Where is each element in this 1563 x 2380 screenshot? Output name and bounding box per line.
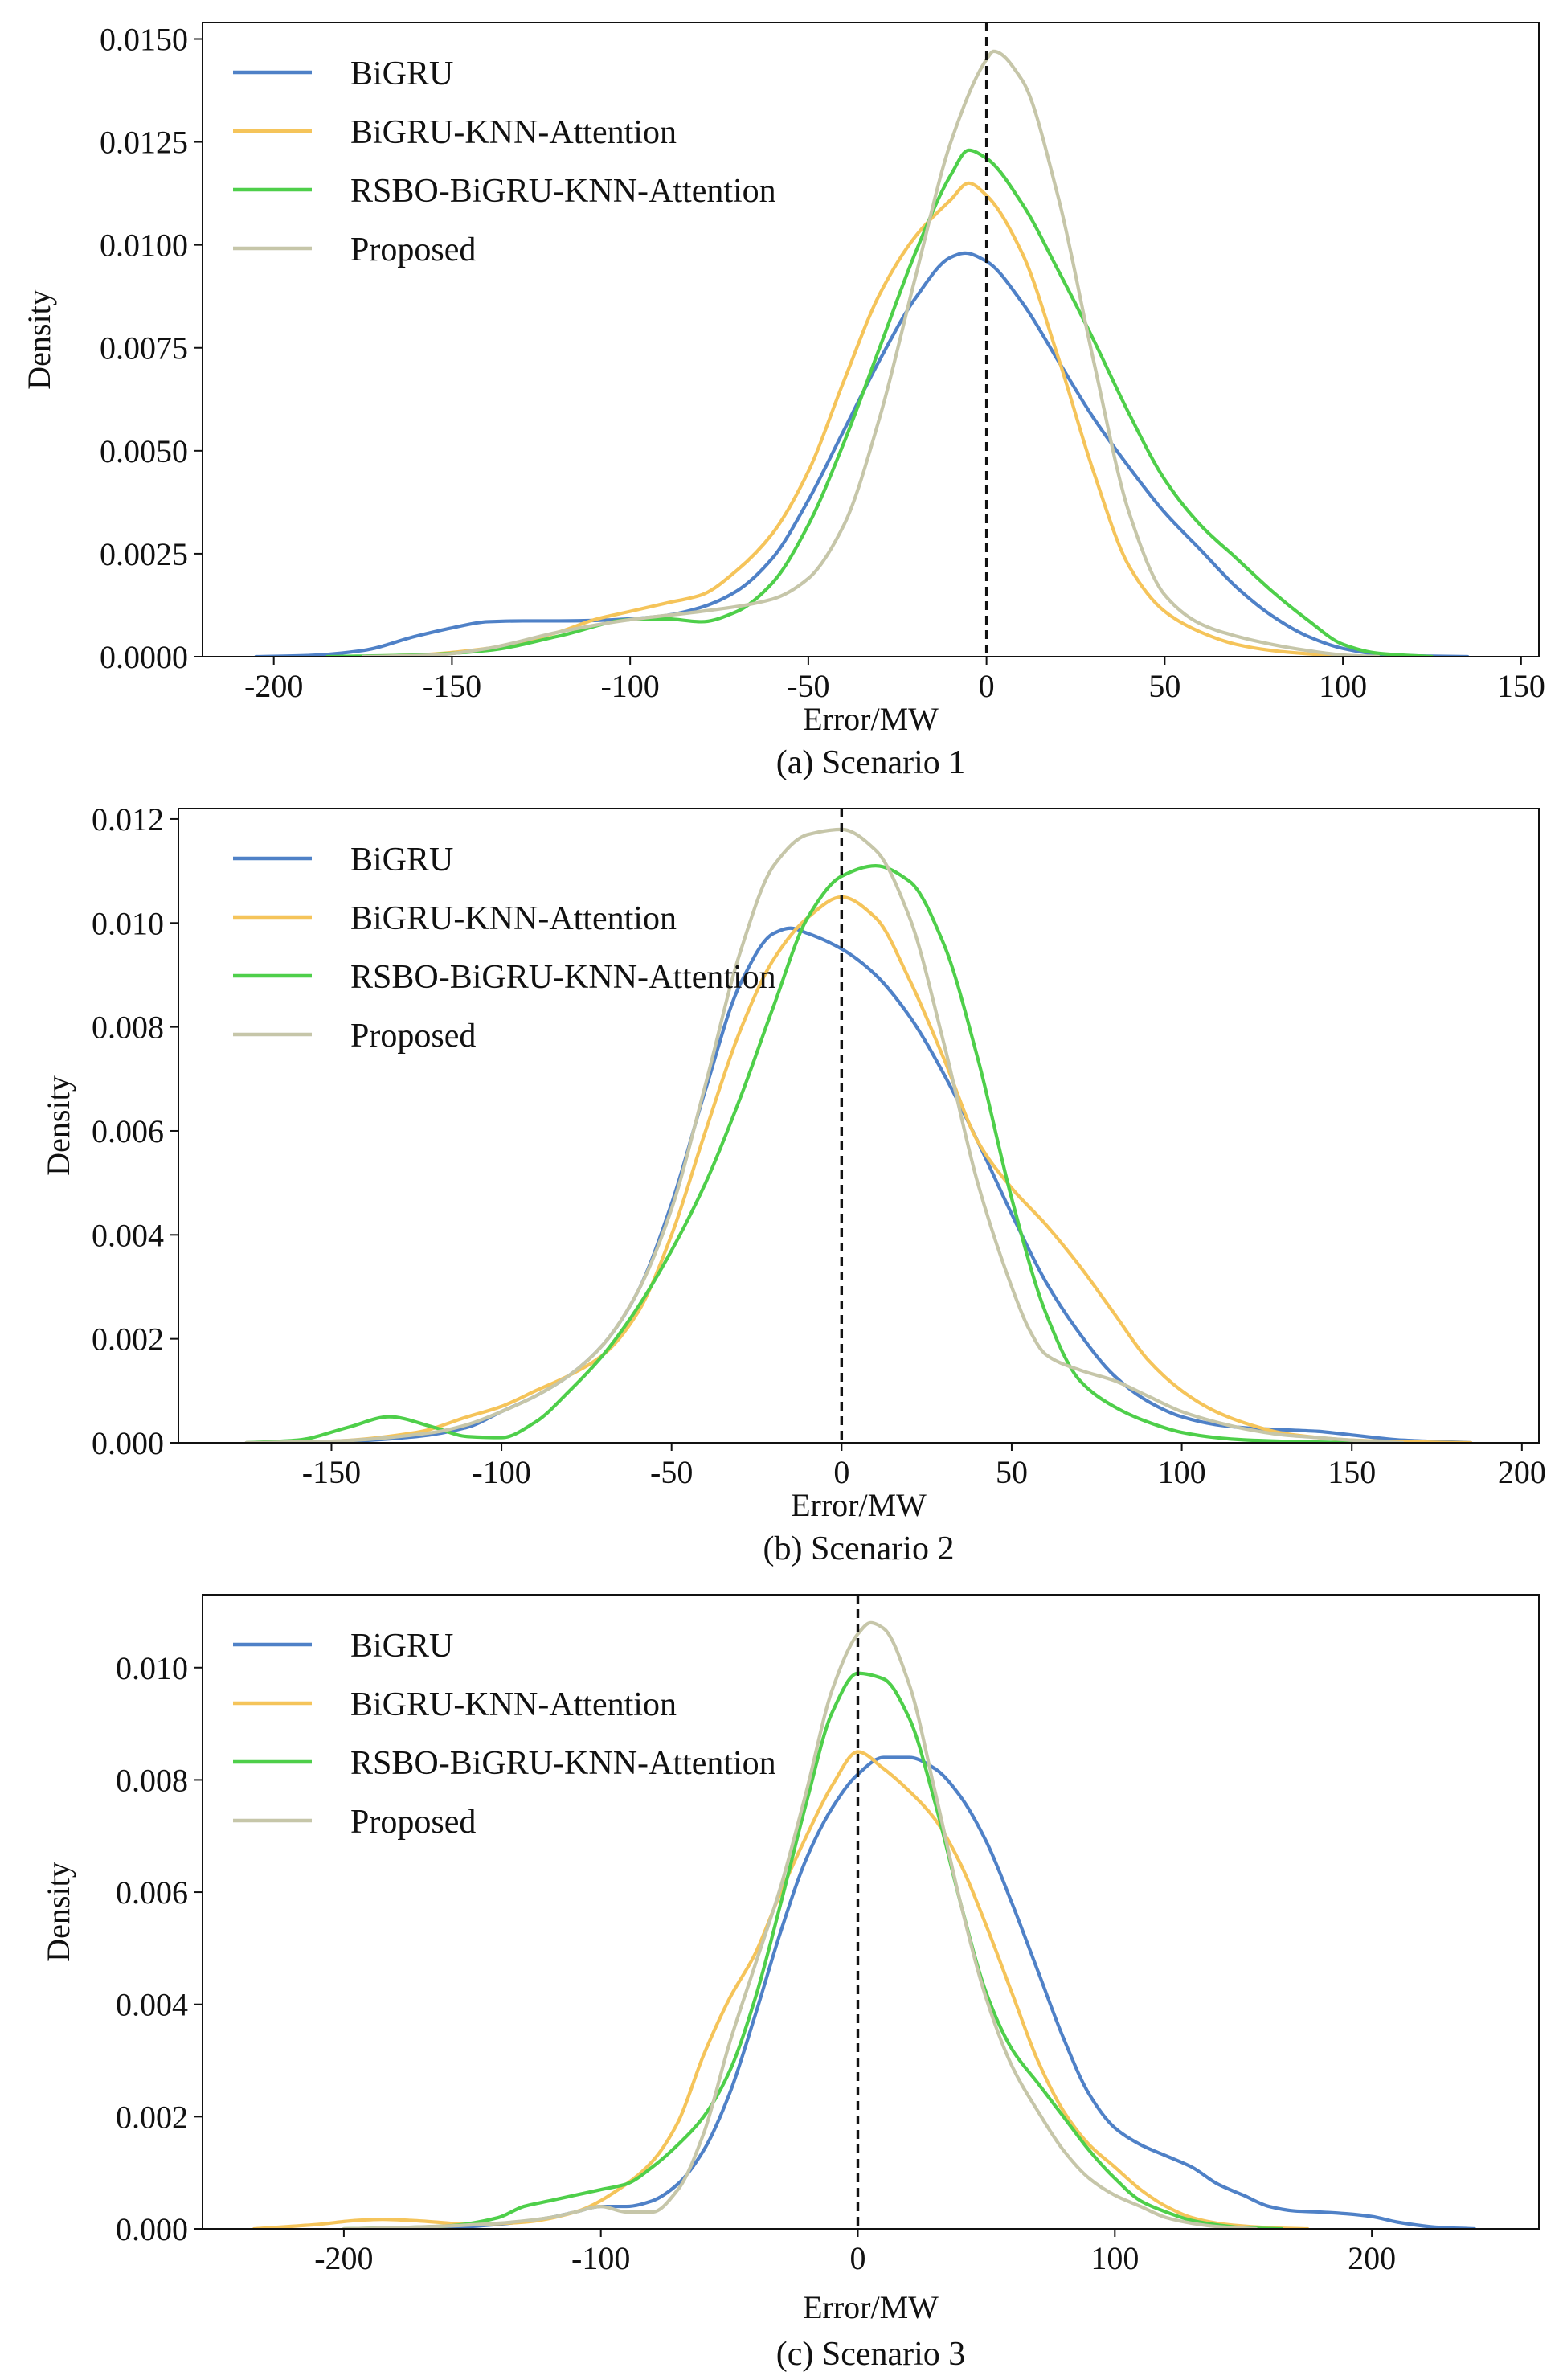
legend-label: RSBO-BiGRU-KNN-Attention bbox=[350, 173, 776, 210]
legend-label: BiGRU-KNN-Attention bbox=[350, 900, 677, 937]
legend-label: BiGRU bbox=[350, 1628, 453, 1665]
y-tick-label: 0.0100 bbox=[100, 227, 188, 264]
x-tick-label: -100 bbox=[600, 668, 659, 704]
x-tick-label: -100 bbox=[571, 2240, 630, 2276]
x-tick-label: -150 bbox=[423, 668, 481, 704]
legend: BiGRU BiGRU-KNN-Attention RSBO-BiGRU-KNN-A… bbox=[233, 55, 776, 268]
x-tick-label: 100 bbox=[1319, 668, 1367, 704]
panel-caption: (b) Scenario 2 bbox=[763, 1530, 955, 1567]
legend-label: Proposed bbox=[350, 231, 476, 268]
y-tick-label: 0.0050 bbox=[100, 433, 188, 469]
series-line-bigru bbox=[244, 926, 1473, 1443]
y-tick-label: 0.008 bbox=[92, 1010, 164, 1046]
series-group bbox=[252, 1620, 1477, 2229]
x-axis-label: Error/MW bbox=[791, 1487, 927, 1523]
y-tick-label: 0.006 bbox=[92, 1113, 164, 1149]
legend-label: Proposed bbox=[350, 1804, 476, 1841]
y-tick-label: 0.000 bbox=[92, 1425, 164, 1461]
y-axis-label: Density bbox=[21, 289, 57, 389]
plot-frame bbox=[202, 1594, 1540, 2230]
y-tick-label: 0.002 bbox=[92, 1321, 164, 1358]
x-tick-label: 200 bbox=[1498, 1454, 1546, 1490]
y-tick-label: 0.004 bbox=[92, 1217, 164, 1253]
x-axis-label: Error/MW bbox=[803, 701, 939, 737]
y-tick-label: 0.004 bbox=[116, 1987, 188, 2023]
y-tick-label: 0.010 bbox=[92, 905, 164, 941]
x-axis-label: Error/MW bbox=[803, 2289, 939, 2325]
legend-label: BiGRU-KNN-Attention bbox=[350, 1686, 677, 1723]
x-tick-label: -200 bbox=[314, 2240, 373, 2276]
legend-label: BiGRU bbox=[350, 55, 453, 92]
series-line-proposed bbox=[244, 827, 1405, 1443]
y-tick-label: 0.0150 bbox=[100, 21, 188, 57]
x-tick-label: 50 bbox=[1148, 668, 1180, 704]
x-tick-label: 150 bbox=[1497, 668, 1545, 704]
legend: BiGRU BiGRU-KNN-Attention RSBO-BiGRU-KNN-A… bbox=[233, 1628, 776, 1841]
x-tick-label: 200 bbox=[1348, 2240, 1396, 2276]
panel-2: -150 -100 -50 0 50 100 150 200 0.000 0.002 0.004 0.… bbox=[40, 801, 1546, 1567]
series-group bbox=[244, 827, 1473, 1443]
series-line-rsbo-bigru-knn-attention bbox=[244, 864, 1354, 1443]
x-tick-label: 0 bbox=[850, 2240, 866, 2276]
series-line-bigru-knn-attention bbox=[244, 895, 1473, 1443]
y-axis-label: Density bbox=[40, 1862, 76, 1961]
legend-label: Proposed bbox=[350, 1018, 476, 1055]
legend-label: RSBO-BiGRU-KNN-Attention bbox=[350, 959, 776, 996]
x-tick-label: 50 bbox=[996, 1454, 1028, 1490]
series-line-proposed bbox=[342, 1620, 1258, 2229]
legend-label: BiGRU bbox=[350, 842, 453, 879]
panel-caption: (a) Scenario 1 bbox=[776, 744, 966, 781]
series-line-bigru-knn-attention bbox=[343, 181, 1381, 657]
series-line-bigru bbox=[254, 251, 1470, 657]
legend-label: RSBO-BiGRU-KNN-Attention bbox=[350, 1745, 776, 1782]
panel-1: -200 -150 -100 -50 0 50 100 150 0.0000 0.0025 0.00… bbox=[21, 21, 1545, 781]
y-tick-label: 0.006 bbox=[116, 1874, 188, 1911]
x-tick-label: -200 bbox=[244, 668, 303, 704]
x-tick-label: -50 bbox=[650, 1454, 693, 1490]
y-tick-label: 0.010 bbox=[116, 1650, 188, 1686]
legend-label: BiGRU-KNN-Attention bbox=[350, 114, 677, 151]
x-tick-label: 0 bbox=[979, 668, 995, 704]
y-tick-label: 0.012 bbox=[92, 801, 164, 838]
series-line-bigru bbox=[367, 1755, 1477, 2229]
series-group bbox=[254, 49, 1470, 657]
x-tick-label: 150 bbox=[1328, 1454, 1376, 1490]
y-tick-label: 0.0075 bbox=[100, 330, 188, 367]
y-tick-label: 0.008 bbox=[116, 1762, 188, 1798]
x-tick-label: -50 bbox=[787, 668, 829, 704]
y-tick-label: 0.0125 bbox=[100, 125, 188, 161]
plot-frame bbox=[202, 22, 1540, 657]
series-line-rsbo-bigru-knn-attention bbox=[325, 148, 1434, 657]
y-tick-label: 0.0000 bbox=[100, 639, 188, 675]
x-tick-label: 0 bbox=[833, 1454, 849, 1490]
x-tick-label: -150 bbox=[302, 1454, 361, 1490]
x-tick-label: 100 bbox=[1158, 1454, 1206, 1490]
y-tick-label: 0.000 bbox=[116, 2211, 188, 2247]
y-tick-label: 0.002 bbox=[116, 2099, 188, 2135]
panel-3: -200 -100 0 100 200 0.000 0.002 0.004 0.006 0.008… bbox=[40, 1594, 1540, 2373]
series-line-rsbo-bigru-knn-attention bbox=[342, 1671, 1284, 2229]
x-tick-label: 100 bbox=[1090, 2240, 1139, 2276]
series-line-proposed bbox=[361, 49, 1381, 657]
panel-caption: (c) Scenario 3 bbox=[776, 2336, 966, 2373]
legend: BiGRU BiGRU-KNN-Attention RSBO-BiGRU-KNN-A… bbox=[233, 842, 776, 1055]
y-tick-label: 0.0025 bbox=[100, 536, 188, 572]
x-tick-label: -100 bbox=[472, 1454, 530, 1490]
plot-frame bbox=[178, 808, 1540, 1444]
y-axis-label: Density bbox=[40, 1075, 76, 1175]
